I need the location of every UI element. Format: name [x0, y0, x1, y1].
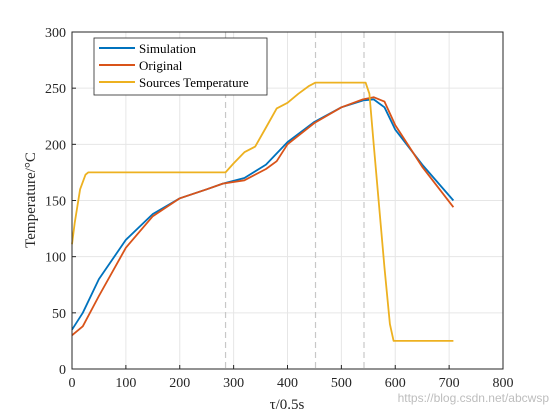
legend-box	[93, 37, 268, 96]
x-tick-label: 500	[331, 376, 352, 391]
legend: Simulation Original Sources Temperature	[93, 37, 268, 96]
legend-label: Sources Temperature	[139, 75, 249, 90]
legend-items: Simulation Original Sources Temperature	[99, 41, 249, 90]
legend-label: Simulation	[139, 41, 197, 56]
x-tick-label: 800	[493, 376, 514, 391]
y-axis-label: Temperature/°C	[23, 152, 39, 248]
x-axis-ticks: 0 100 200 300 400 500 600 700 800	[69, 365, 514, 391]
x-tick-label: 300	[223, 376, 244, 391]
series-line	[71, 81, 454, 342]
series-line	[71, 96, 455, 336]
x-tick-label: 200	[169, 376, 190, 391]
x-tick-label: 600	[385, 376, 406, 391]
x-tick-label: 0	[69, 376, 76, 391]
series-line	[71, 98, 455, 331]
x-tick-label: 700	[439, 376, 460, 391]
x-tick-label: 100	[115, 376, 136, 391]
x-axis-label: τ/0.5s	[270, 397, 305, 413]
y-tick-label: 200	[45, 138, 66, 153]
y-axis-ticks: 0 50 100 150 200 250 300	[45, 26, 76, 378]
x-tick-label: 400	[277, 376, 298, 391]
y-tick-label: 0	[59, 363, 66, 378]
y-tick-label: 50	[52, 307, 66, 322]
watermark: https://blog.csdn.net/abcwsp	[398, 391, 550, 405]
series-lines	[71, 81, 455, 342]
y-tick-label: 150	[45, 195, 66, 210]
y-tick-label: 100	[45, 251, 66, 266]
reference-lines	[224, 32, 365, 369]
legend-label: Original	[139, 58, 183, 73]
y-tick-label: 250	[45, 82, 66, 97]
y-tick-label: 300	[45, 26, 66, 41]
